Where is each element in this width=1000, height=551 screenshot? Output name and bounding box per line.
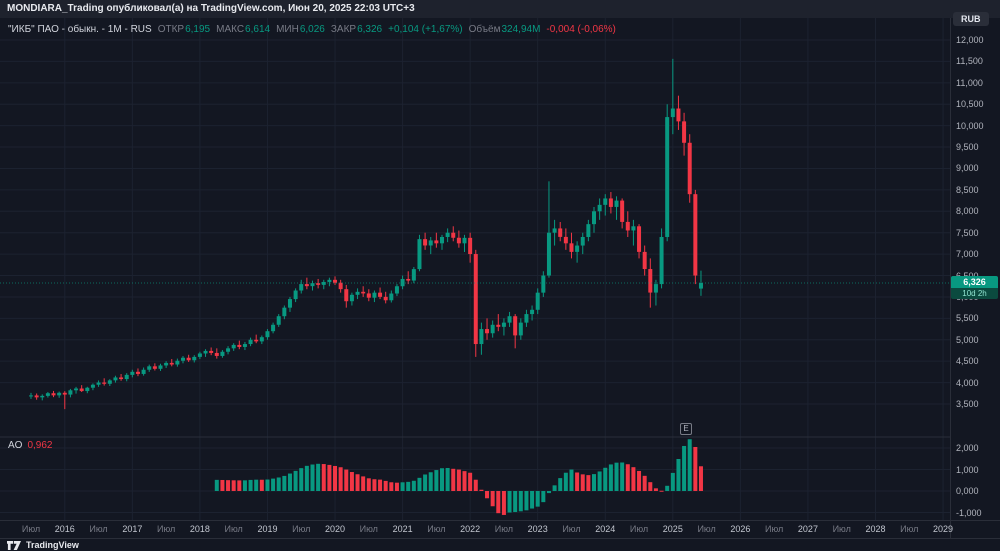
time-tick: Июл [427, 524, 446, 534]
volume-group: Объём 324,94M [469, 24, 541, 35]
time-tick: Июл [89, 524, 108, 534]
tradingview-brand[interactable]: TradingView [26, 540, 79, 550]
change-value: +0,104 (+1,67%) [388, 24, 463, 35]
price-axis[interactable]: 12,000 11,500 11,000 10,500 10,000 9,500 9,000… [950, 0, 1000, 538]
high-group: МАКС 6,614 [216, 24, 270, 35]
time-tick: 2027 [797, 524, 818, 534]
ao-label[interactable]: AO [8, 440, 23, 451]
volume-change-value: -0,004 (-0,06%) [546, 24, 616, 35]
price-tick: 7,000 [956, 249, 979, 260]
last-price-badge: 6,326 10d 2h [951, 275, 998, 299]
price-tick: 10,500 [956, 99, 984, 110]
close-label: ЗАКР [330, 24, 357, 35]
open-label: ОТКР [157, 24, 185, 35]
close-value: 6,326 [357, 24, 383, 35]
time-tick: 2020 [325, 524, 346, 534]
time-tick: 2019 [257, 524, 278, 534]
high-label: МАКС [216, 24, 245, 35]
last-price-value: 6,326 [951, 275, 998, 288]
symbol-title[interactable]: "ИКБ" ПАО - обыкн. - 1М - RUS [8, 24, 152, 35]
open-value: 6,195 [185, 24, 211, 35]
price-tick: 4,000 [956, 377, 979, 388]
time-axis[interactable]: Июл 2016 Июл 2017 Июл 2018 Июл 2019 Июл 2020 Июл 20… [0, 521, 954, 538]
price-tick: 9,000 [956, 163, 979, 174]
price-tick: 5,500 [956, 313, 979, 324]
price-tick: 11,000 [956, 77, 983, 88]
time-tick: Июл [765, 524, 784, 534]
tradingview-footer: TradingView [0, 538, 1000, 551]
price-tick: 9,500 [956, 142, 979, 153]
low-group: МИН 6,026 [276, 24, 325, 35]
price-tick: 11,500 [956, 56, 983, 67]
time-tick: Июл [629, 524, 649, 534]
ao-value: 0,962 [27, 440, 53, 451]
low-value: 6,026 [299, 24, 325, 35]
earnings-marker[interactable]: E [680, 423, 692, 435]
price-tick: 7,500 [956, 227, 979, 238]
time-tick: Июл [494, 524, 514, 534]
time-tick: 2017 [122, 524, 143, 534]
time-tick: 2024 [595, 524, 616, 534]
price-tick: 12,000 [956, 35, 984, 45]
time-tick: Июл [832, 524, 851, 534]
price-tick: 2,000 [956, 443, 979, 453]
price-tick: 6,500 [956, 271, 979, 281]
symbol-legend: "ИКБ" ПАО - обыкн. - 1М - RUS ОТКР 6,195 … [8, 24, 616, 35]
time-tick: 2018 [189, 524, 210, 534]
time-tick: 2021 [392, 524, 413, 534]
time-tick: Июл [292, 524, 311, 534]
price-tick: -1,000 [956, 507, 982, 518]
price-tick: 1,000 [956, 464, 979, 475]
price-tick: 4,500 [956, 356, 979, 367]
price-tick: 8,000 [956, 206, 979, 217]
volume-value: 324,94M [501, 24, 541, 35]
time-tick: Июл [224, 524, 243, 534]
attribution-bar: MONDIARA_Trading опубликовал(а) на Tradi… [0, 0, 1000, 18]
bar-countdown: 10d 2h [951, 287, 998, 299]
chart-canvas[interactable] [0, 0, 1000, 538]
time-tick: 2029 [933, 524, 954, 534]
price-tick: 3,500 [956, 399, 979, 409]
close-group: ЗАКР 6,326 [331, 24, 382, 35]
price-tick: 0,000 [956, 486, 979, 496]
open-group: ОТКР 6,195 [158, 24, 210, 35]
price-tick: 5,000 [956, 334, 979, 345]
low-label: МИН [276, 24, 299, 35]
time-tick: Июл [900, 524, 919, 534]
price-tick: 10,000 [956, 120, 984, 131]
time-tick: 2028 [865, 524, 886, 534]
attribution-text: MONDIARA_Trading опубликовал(а) на Tradi… [7, 3, 415, 14]
time-tick: Июл [156, 524, 176, 534]
time-tick: 2026 [730, 524, 751, 534]
time-tick: 2023 [527, 524, 548, 534]
time-tick: 2025 [662, 524, 683, 534]
time-tick: 2016 [54, 524, 75, 534]
time-tick: 2022 [460, 524, 481, 534]
time-tick: Июл [359, 524, 378, 534]
high-value: 6,614 [245, 24, 271, 35]
ao-indicator-legend: AO 0,962 [8, 440, 52, 451]
time-tick: Июл [21, 524, 41, 534]
price-tick: 8,500 [956, 184, 979, 195]
tradingview-logo-icon[interactable] [7, 540, 21, 550]
time-tick: Июл [697, 524, 716, 534]
currency-badge[interactable]: RUB [953, 12, 989, 26]
time-tick: Июл [562, 524, 581, 534]
volume-label: Объём [468, 24, 501, 35]
